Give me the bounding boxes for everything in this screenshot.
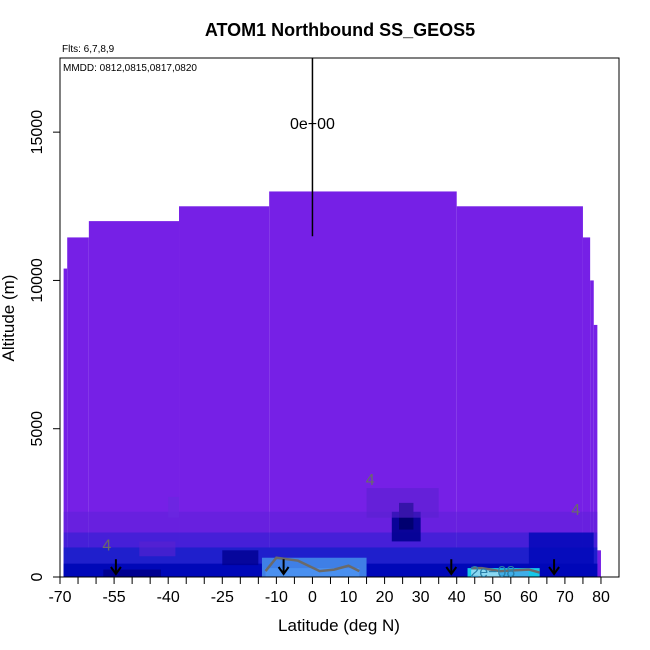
dates-note: MMDD: 0812,0815,0817,0820 [63,63,197,74]
arrow-head [277,566,290,576]
contour-line [264,556,360,573]
x-tick-label: 70 [556,589,574,606]
field-column [67,237,89,577]
field-column [63,268,68,577]
field-column [590,280,594,577]
contour-label: 0e+00 [290,116,335,133]
y-axis-label: Altitude (m) [0,275,18,362]
field-cell [265,568,360,577]
field-cell [103,569,161,577]
x-tick-label: 40 [448,589,466,606]
y-tick-label: 10000 [29,258,46,303]
field-column [597,550,601,577]
chart-title: ATOM1 Northbound SS_GEOS5 [205,20,475,40]
field-column [593,324,598,577]
x-axis: -70 -55 -40 -25 -10 0 10 20 30 40 50 60 70 80 [48,577,610,606]
x-tick-label: 20 [376,589,394,606]
contour-label: 4 [366,472,375,489]
arrow-head [110,566,122,576]
sounding-arrow [445,559,458,576]
x-tick-label: 0 [308,589,317,606]
y-tick-label: 5000 [29,411,46,447]
field-cell [63,532,598,548]
field-column [582,237,591,577]
contour-label: 4 [571,502,580,519]
field-cell [366,488,439,518]
field-cell [471,569,500,577]
x-tick-label: 60 [520,589,538,606]
x-tick-label: 10 [340,589,358,606]
contour-label: 2e−08 [470,564,515,581]
field-cell [222,550,259,566]
y-axis: 0 5000 10000 15000 [29,110,60,581]
field-cell [499,571,529,577]
contour-labels: 0e+00 4 4 4 2e−08 [102,116,580,581]
field-cell [63,511,598,533]
x-tick-label: -55 [103,589,126,606]
field-cell [139,541,176,557]
contour-label: 4 [102,537,111,554]
plot-frame [59,57,620,578]
x-tick-label: 80 [592,589,610,606]
field-cell [168,496,180,518]
y-tick-label: 0 [29,572,46,581]
flights-note: Flts: 6,7,8,9 [62,44,115,55]
x-tick-label: -25 [211,589,234,606]
x-tick-label: -70 [48,589,71,606]
x-axis-label: Latitude (deg N) [278,616,400,635]
x-tick-label: 30 [412,589,430,606]
sounding-arrow [548,559,560,576]
sounding-arrow [277,559,290,576]
concentration-field [63,191,601,578]
arrow-head [445,566,458,576]
contour-lines [264,58,540,574]
x-tick-label: -40 [157,589,180,606]
x-tick-label: 50 [484,589,502,606]
arrow-head [548,566,560,576]
x-tick-label: -10 [265,589,288,606]
y-tick-label: 15000 [29,110,46,155]
sounding-arrow [110,559,122,576]
contour-line [471,566,540,574]
sounding-arrows [110,559,560,576]
